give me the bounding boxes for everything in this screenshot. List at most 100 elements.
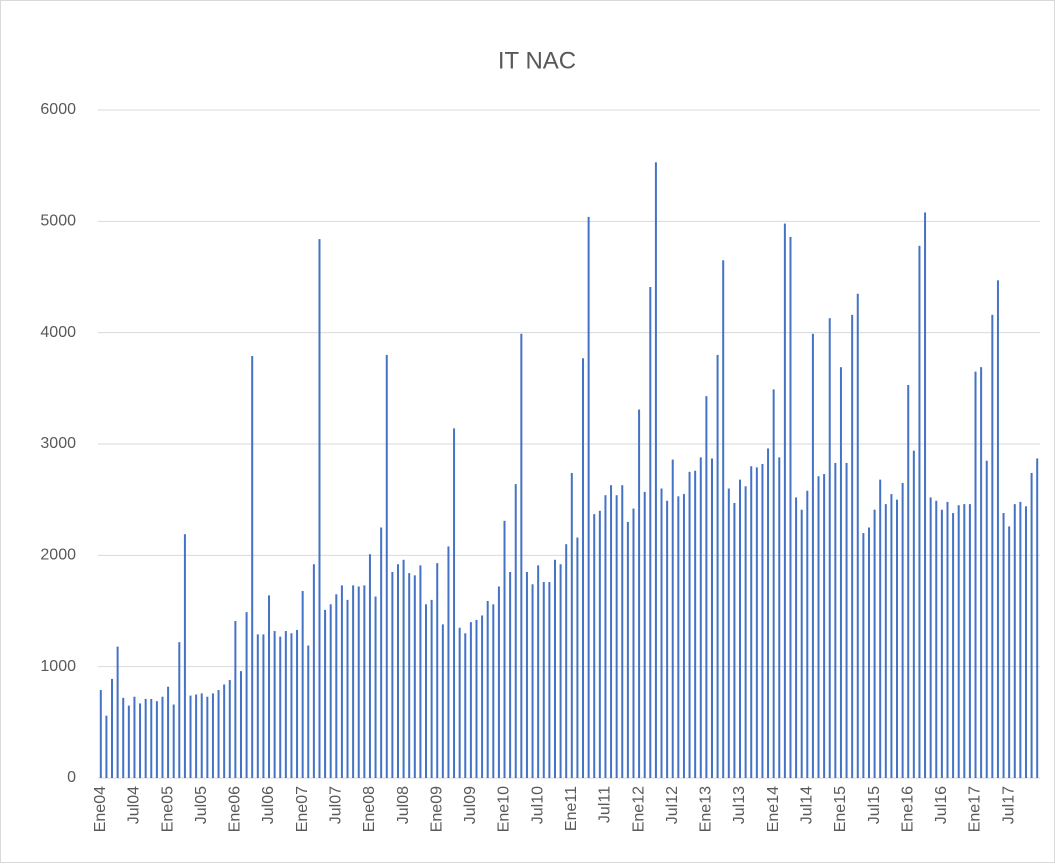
bar	[912, 450, 915, 778]
bar	[576, 537, 579, 778]
bar	[340, 585, 343, 778]
bar	[957, 505, 960, 778]
bar	[918, 245, 921, 778]
bar	[413, 575, 416, 778]
bar	[772, 389, 775, 778]
bar	[643, 491, 646, 778]
bar	[649, 287, 652, 778]
bar	[924, 212, 927, 779]
bar	[486, 600, 489, 778]
bar	[408, 573, 411, 778]
bar	[587, 216, 590, 778]
x-tick-label: Ene09	[428, 786, 445, 832]
x-tick-label: Jul15	[866, 786, 883, 824]
bar	[862, 533, 865, 778]
bar	[722, 260, 725, 778]
bar	[374, 596, 377, 778]
x-tick-label: Ene08	[361, 786, 378, 832]
bar	[980, 367, 983, 778]
bar	[884, 504, 887, 778]
bar	[682, 494, 685, 778]
bar	[150, 698, 153, 778]
bar	[582, 358, 585, 778]
bar	[268, 595, 271, 778]
bar	[974, 371, 977, 778]
bar	[251, 356, 254, 778]
bar	[688, 471, 691, 778]
x-tick-label: Jul12	[664, 786, 681, 824]
bar	[217, 690, 220, 778]
bar	[357, 586, 360, 778]
y-tick-label: 4000	[40, 324, 76, 341]
bar	[228, 680, 231, 778]
bar	[385, 354, 388, 778]
bar	[279, 636, 282, 778]
x-tick-label: Ene04	[92, 786, 109, 832]
bar	[739, 479, 742, 778]
bar	[318, 239, 321, 778]
bar	[761, 464, 764, 778]
x-tick-label: Jul10	[529, 786, 546, 824]
bar	[312, 564, 315, 778]
bar	[856, 293, 859, 778]
bar	[789, 236, 792, 779]
bar	[1013, 504, 1016, 778]
x-tick-label: Jul05	[193, 786, 210, 824]
bar	[402, 559, 405, 778]
x-tick-label: Ene16	[899, 786, 916, 832]
bar	[733, 503, 736, 778]
bar	[952, 513, 955, 778]
bar	[940, 509, 943, 778]
bar	[1024, 506, 1027, 778]
bar	[324, 609, 327, 778]
bar	[1019, 501, 1022, 778]
bar	[598, 510, 601, 778]
bar	[284, 631, 287, 778]
bar	[464, 633, 467, 778]
bar	[553, 559, 556, 778]
bar	[133, 696, 136, 778]
bar	[671, 459, 674, 778]
bar	[795, 497, 798, 778]
bar	[346, 599, 349, 778]
bar	[167, 686, 170, 778]
bar	[195, 694, 198, 778]
bar	[778, 457, 781, 778]
x-tick-label: Jul07	[328, 786, 345, 824]
bar	[380, 527, 383, 778]
bar	[492, 604, 495, 778]
bar	[161, 696, 164, 778]
bar	[290, 633, 293, 778]
bar	[873, 509, 876, 778]
bar	[767, 448, 770, 778]
bar	[273, 631, 276, 778]
x-tick-label: Ene11	[563, 786, 580, 831]
x-tick-label: Ene10	[496, 786, 513, 832]
bar	[570, 472, 573, 778]
bar	[750, 466, 753, 778]
x-tick-label: Jul17	[1000, 786, 1017, 824]
y-tick-label: 0	[67, 769, 76, 786]
bar	[234, 621, 237, 778]
bar	[800, 509, 803, 778]
x-tick-label: Jul08	[395, 786, 412, 824]
bar	[851, 314, 854, 778]
bar	[116, 646, 119, 778]
bar	[1002, 513, 1005, 778]
bar	[991, 314, 994, 778]
bar	[447, 546, 450, 778]
x-tick-label: Jul11	[597, 786, 614, 823]
x-tick-label: Ene12	[630, 786, 647, 832]
bar	[531, 584, 534, 778]
bar	[1036, 458, 1039, 778]
bar	[565, 544, 568, 778]
bar	[542, 582, 545, 778]
bar	[183, 534, 186, 778]
bar	[968, 504, 971, 778]
x-tick-label: Ene05	[159, 786, 176, 832]
bar	[638, 409, 641, 778]
bar	[368, 554, 371, 778]
bar	[475, 619, 478, 778]
bar	[705, 396, 708, 778]
